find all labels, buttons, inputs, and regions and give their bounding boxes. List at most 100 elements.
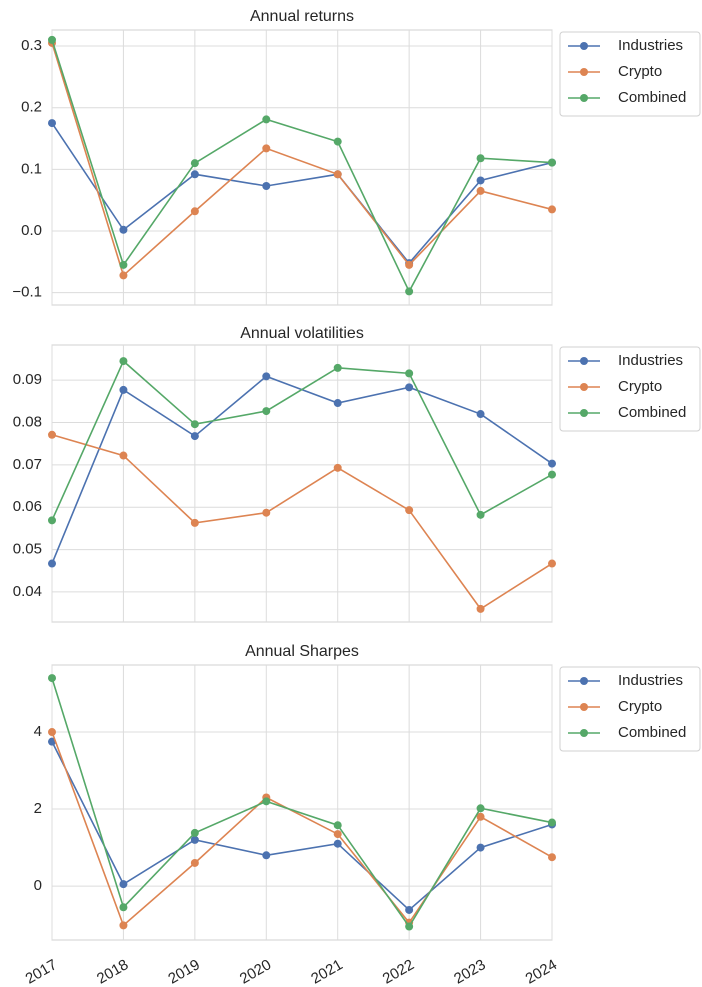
point xyxy=(333,830,342,839)
legend-marker xyxy=(580,409,588,417)
y-tick-label: 0.06 xyxy=(13,498,42,515)
y-tick-label: 0.08 xyxy=(13,413,42,430)
x-tick-label: 2017 xyxy=(23,956,60,987)
point xyxy=(262,115,271,124)
point xyxy=(476,410,485,419)
legend-marker xyxy=(580,677,588,685)
y-tick-label: −0.1 xyxy=(12,284,42,301)
x-tick-label: 2019 xyxy=(165,956,202,987)
x-tick-label: 2024 xyxy=(523,956,560,987)
point xyxy=(333,839,342,848)
legend-marker xyxy=(580,703,588,711)
point xyxy=(405,922,414,931)
point xyxy=(190,835,199,844)
x-tick-label: 2020 xyxy=(237,956,274,987)
point xyxy=(190,828,199,837)
legend-label: Crypto xyxy=(618,698,662,715)
point xyxy=(333,170,342,179)
point xyxy=(119,880,128,889)
point xyxy=(476,186,485,195)
point xyxy=(190,207,199,216)
point xyxy=(190,518,199,527)
legend-label: Combined xyxy=(618,89,686,106)
point xyxy=(476,804,485,813)
point xyxy=(48,119,56,128)
point xyxy=(548,853,556,862)
point xyxy=(476,154,485,163)
point xyxy=(190,159,199,168)
point xyxy=(119,260,128,269)
point xyxy=(262,407,271,416)
point xyxy=(262,851,271,860)
point xyxy=(548,559,556,568)
series-line xyxy=(51,359,553,521)
x-tick-label: 2023 xyxy=(451,956,488,987)
point xyxy=(548,470,556,479)
series-line xyxy=(51,677,553,928)
point xyxy=(548,158,556,167)
point xyxy=(405,905,414,914)
point xyxy=(190,432,199,441)
point xyxy=(48,516,56,525)
point xyxy=(190,170,199,179)
x-tick-label: 2022 xyxy=(380,956,417,987)
legend-marker xyxy=(580,357,588,365)
point xyxy=(48,430,56,439)
point xyxy=(405,369,414,378)
point xyxy=(333,137,342,146)
y-tick-label: 0.1 xyxy=(21,160,42,177)
point xyxy=(262,372,271,381)
y-tick-label: 0.0 xyxy=(21,222,42,239)
y-tick-label: 0.3 xyxy=(21,37,42,54)
legend-label: Combined xyxy=(618,724,686,741)
y-tick-label: 0.05 xyxy=(13,541,42,558)
point xyxy=(119,225,128,234)
point xyxy=(48,728,56,737)
y-tick-label: 2 xyxy=(34,800,42,817)
point xyxy=(48,559,56,568)
legend-marker xyxy=(580,42,588,50)
point xyxy=(476,176,485,185)
legend-marker xyxy=(580,729,588,737)
y-tick-label: 4 xyxy=(34,723,42,740)
chart-title: Annual volatilities xyxy=(240,325,364,342)
legend-marker xyxy=(580,383,588,391)
legend-label: Crypto xyxy=(618,378,662,395)
point xyxy=(405,506,414,515)
point xyxy=(333,399,342,408)
point xyxy=(476,843,485,852)
point xyxy=(48,35,56,44)
point xyxy=(262,508,271,517)
legend-label: Industries xyxy=(618,352,683,369)
point xyxy=(119,385,128,394)
point xyxy=(119,921,128,930)
point xyxy=(333,821,342,830)
x-tick-label: 2021 xyxy=(308,956,345,987)
series-line xyxy=(51,39,553,294)
point xyxy=(476,812,485,821)
y-tick-label: 0.04 xyxy=(13,583,42,600)
point xyxy=(405,383,414,392)
legend-marker xyxy=(580,68,588,76)
point xyxy=(476,604,485,613)
legend-label: Combined xyxy=(618,404,686,421)
legend-box xyxy=(559,31,701,117)
series-line xyxy=(51,434,553,610)
x-tick-label: 2018 xyxy=(94,956,131,987)
point xyxy=(262,144,271,153)
point xyxy=(548,818,556,827)
point xyxy=(405,287,414,296)
legend-box xyxy=(559,666,701,752)
point xyxy=(476,510,485,519)
point xyxy=(262,797,271,806)
legend-marker xyxy=(580,94,588,102)
legend-box xyxy=(559,346,701,432)
legend-label: Industries xyxy=(618,37,683,54)
point xyxy=(548,205,556,214)
legend-label: Industries xyxy=(618,672,683,689)
plot-area xyxy=(51,29,553,306)
point xyxy=(190,420,199,429)
point xyxy=(119,357,128,366)
